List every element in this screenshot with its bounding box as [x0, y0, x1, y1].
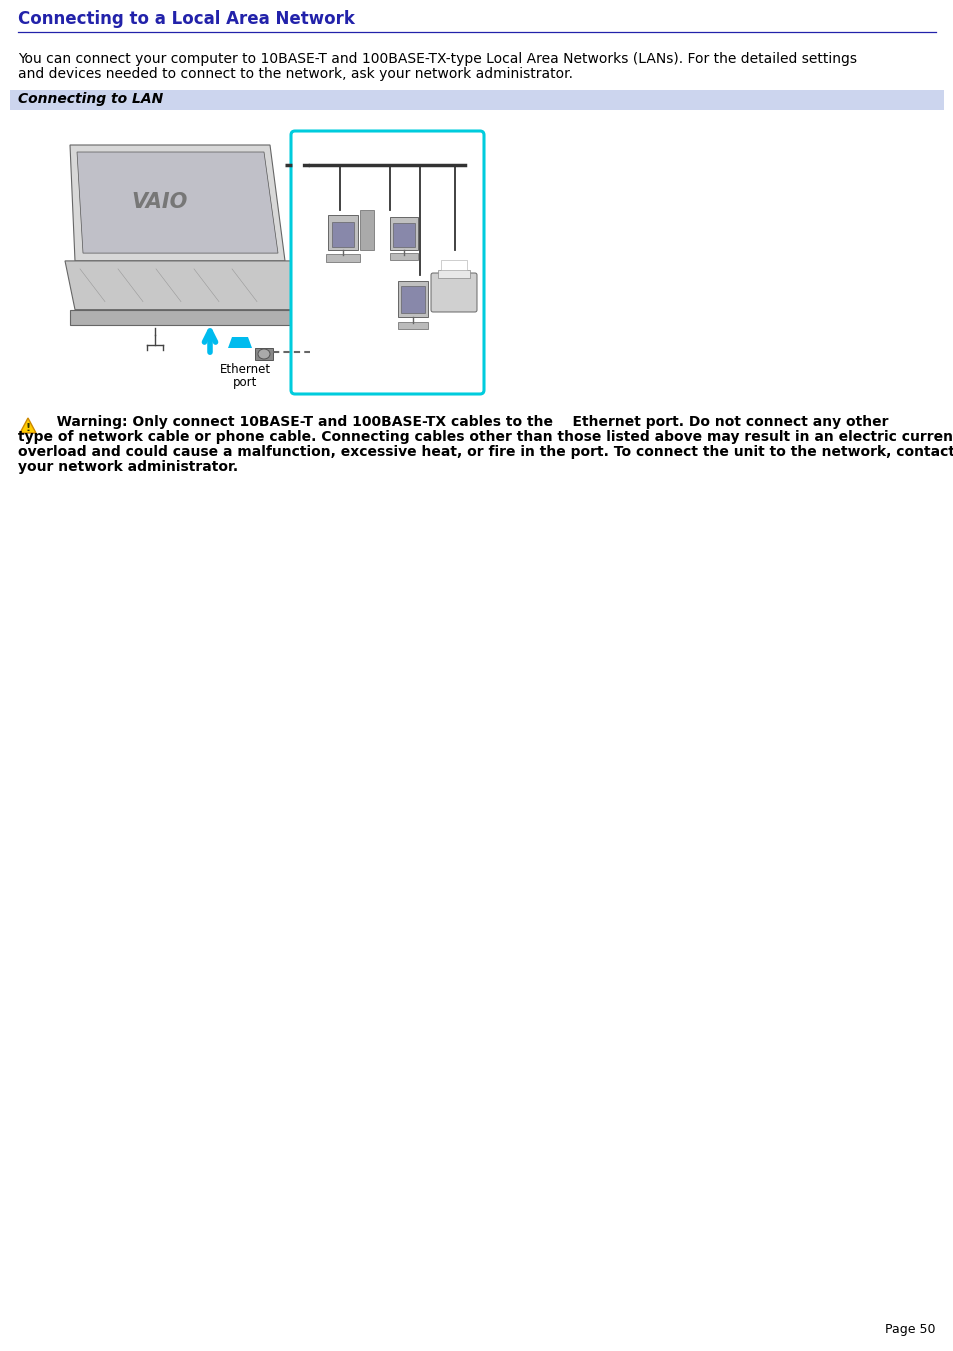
Polygon shape [77, 153, 277, 253]
Text: Ethernet: Ethernet [219, 363, 271, 376]
Text: overload and could cause a malfunction, excessive heat, or fire in the port. To : overload and could cause a malfunction, … [18, 444, 953, 459]
Bar [326, 254, 359, 262]
Text: and devices needed to connect to the network, ask your network administrator.: and devices needed to connect to the net… [18, 68, 573, 81]
Bar [328, 215, 357, 250]
Ellipse shape [257, 349, 270, 359]
Bar [301, 274, 306, 282]
Text: Connecting to LAN: Connecting to LAN [18, 92, 163, 105]
Bar [393, 223, 415, 247]
Bar [440, 259, 467, 270]
Polygon shape [20, 417, 36, 434]
Text: !: ! [26, 423, 30, 434]
Bar [397, 281, 428, 317]
Bar [390, 253, 417, 259]
Polygon shape [70, 145, 285, 261]
Bar [332, 222, 354, 247]
FancyBboxPatch shape [291, 131, 483, 394]
Bar [254, 349, 273, 359]
Bar [307, 286, 312, 295]
Polygon shape [228, 336, 252, 349]
Polygon shape [70, 309, 308, 324]
Bar [390, 218, 417, 250]
Text: VAIO: VAIO [132, 192, 188, 212]
Bar [397, 322, 428, 330]
Text: your network administrator.: your network administrator. [18, 459, 238, 474]
Polygon shape [65, 261, 305, 309]
Text: port: port [233, 376, 257, 389]
Text: type of network cable or phone cable. Connecting cables other than those listed : type of network cable or phone cable. Co… [18, 430, 953, 444]
Text: Warning: Only connect 10BASE-T and 100BASE-TX cables to the    Ethernet port. Do: Warning: Only connect 10BASE-T and 100BA… [42, 415, 887, 430]
Bar [400, 286, 424, 313]
FancyBboxPatch shape [431, 273, 476, 312]
Text: Connecting to a Local Area Network: Connecting to a Local Area Network [18, 9, 355, 28]
Bar [437, 270, 470, 278]
Bar [359, 209, 374, 250]
Bar [10, 91, 943, 109]
Bar [294, 263, 299, 272]
Text: You can connect your computer to 10BASE-T and 100BASE-TX-type Local Area Network: You can connect your computer to 10BASE-… [18, 51, 856, 66]
Text: Page 50: Page 50 [884, 1323, 935, 1336]
